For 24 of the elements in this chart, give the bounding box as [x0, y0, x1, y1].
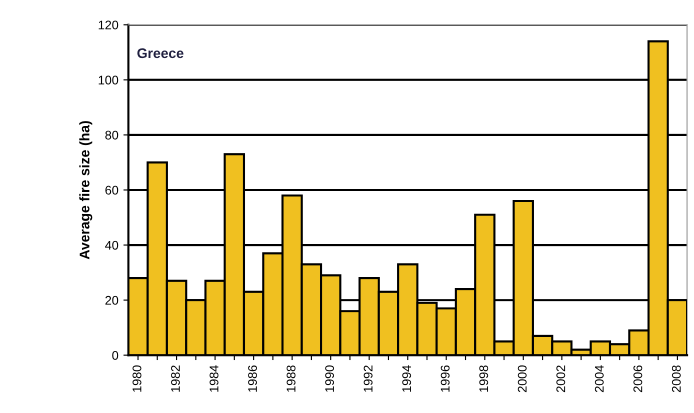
- x-tick-label: 1992: [364, 366, 373, 392]
- x-tick-label: 2006: [633, 365, 642, 392]
- x-tick-label: 2004: [594, 365, 604, 392]
- x-tick-label: 1980: [132, 365, 142, 392]
- x-tick-label: 1996: [440, 365, 450, 392]
- x-tick-label: 1984: [210, 365, 218, 392]
- y-tick-label: 120: [98, 20, 118, 30]
- x-tick-label: 1998: [479, 365, 488, 392]
- x-tick-label: 1982: [171, 366, 180, 392]
- y-tick-label: 80: [105, 130, 118, 140]
- x-tick-label: 1986: [248, 365, 257, 392]
- y-tick-label: 60: [105, 186, 118, 195]
- y-tick-label: 0: [112, 350, 118, 360]
- y-tick-label: 100: [98, 76, 118, 84]
- x-tick-label: 2000: [518, 365, 527, 392]
- x-tick-label: 1988: [286, 365, 296, 392]
- y-tick-label: 20: [105, 296, 118, 305]
- x-tick-label: 2002: [556, 366, 566, 392]
- x-tick-label: 1990: [325, 365, 334, 392]
- y-tick-label: 40: [105, 240, 118, 250]
- y-axis-title: Average fire size (ha): [79, 121, 92, 260]
- annotation: Greece: [137, 48, 184, 58]
- x-tick-label: 1994: [402, 365, 412, 392]
- x-tick-label: 2008: [672, 365, 681, 392]
